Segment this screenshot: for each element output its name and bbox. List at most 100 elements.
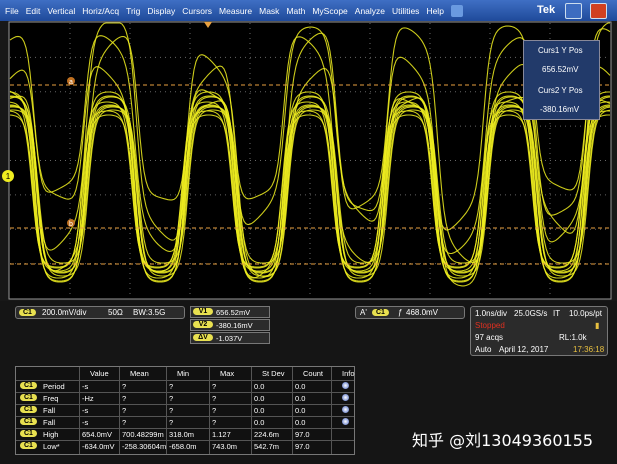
col-line: [79, 367, 80, 454]
cursor-marker: [67, 77, 75, 85]
row-line: [16, 416, 354, 417]
cursor-label: ΔV: [193, 334, 213, 341]
cursor-readout: Curs1 Y Pos 656.52mV Curs2 Y Pos -380.16…: [523, 40, 600, 120]
menu-item[interactable]: Display: [147, 5, 176, 16]
cell: 743.0m: [212, 442, 238, 451]
state: Stopped: [475, 321, 505, 330]
menu-item[interactable]: Mask: [259, 5, 280, 16]
menu-item[interactable]: Utilities: [392, 5, 420, 16]
info-icon: [342, 382, 349, 389]
label: Curs2 Y Pos: [538, 86, 583, 95]
cell: 0.0: [295, 394, 306, 403]
waveform: [9, 110, 611, 268]
watermark: 知乎 @刘13049360155: [412, 431, 594, 450]
cell: -Hz: [82, 394, 94, 403]
cell: -s: [82, 406, 89, 415]
value: 656.52mV: [542, 65, 579, 74]
cursor-value: 656.52mV: [216, 308, 251, 317]
cell: 0.0: [295, 418, 306, 427]
source-badge: C1: [20, 418, 37, 425]
cell: 0.0: [295, 406, 306, 415]
menu-item[interactable]: Cursors: [182, 5, 213, 16]
menu-item[interactable]: Vertical: [47, 5, 76, 16]
row-line: [16, 428, 354, 429]
channel-marker-label: 1: [6, 172, 11, 181]
acqs: 97 acqs: [475, 333, 504, 342]
col-line: [331, 367, 332, 454]
trigger-mode: A': [360, 308, 367, 317]
cell: 0.0: [254, 382, 265, 391]
cell: 700.48299m: [122, 430, 164, 439]
bandwidth: BW:3.5G: [133, 308, 166, 317]
cell: 0.0: [254, 418, 265, 427]
menu-item[interactable]: Measure: [219, 5, 253, 16]
column-header: Count: [303, 369, 324, 378]
waveform: [9, 22, 610, 278]
scale: 200.0mV/div: [42, 308, 87, 317]
close-button[interactable]: [590, 3, 607, 19]
trigger-mode: Auto: [475, 345, 492, 354]
cell: 542.7m: [254, 442, 280, 451]
col-line: [119, 367, 120, 454]
resolution: 10.0ps/pt: [569, 309, 602, 318]
waveform: [9, 114, 610, 272]
cell: ?: [212, 406, 217, 415]
cell: ?: [212, 418, 217, 427]
cell: 0.0: [254, 394, 265, 403]
dropdown-button[interactable]: [450, 4, 463, 17]
measure-name: Low*: [43, 442, 60, 451]
impedance: 50Ω: [108, 308, 123, 317]
measure-name: High: [43, 430, 59, 439]
measurement-table: Value Mean Min Max St Dev Count Info C1 Period -s…: [15, 366, 355, 455]
info-icon: [342, 418, 349, 425]
cell: -s: [82, 382, 89, 391]
value: -380.16mV: [540, 105, 580, 114]
minimize-button[interactable]: [565, 3, 582, 19]
channel-box: C1 200.0mV/div 50Ω BW:3.5G: [15, 306, 185, 319]
cursor-label: V1: [193, 308, 213, 315]
measure-name: Fall: [43, 406, 56, 415]
trigger-source: C1: [372, 309, 389, 316]
column-header: Mean: [130, 369, 149, 378]
cursor-value: -1.037V: [216, 334, 243, 343]
cell: 0.0: [295, 382, 306, 391]
column-header: St Dev: [262, 369, 285, 378]
cursor-row: V1 656.52mV: [190, 306, 270, 318]
row-line: [16, 392, 354, 393]
cell: -634.0mV: [82, 442, 115, 451]
row-line: [16, 440, 354, 441]
col-line: [166, 367, 167, 454]
label: Curs1 Y Pos: [538, 46, 583, 55]
menu-item[interactable]: File: [5, 5, 19, 16]
cell: ?: [122, 394, 127, 403]
record-length: RL:1.0k: [559, 333, 587, 342]
menu-item[interactable]: Trig: [126, 5, 141, 16]
cell: 224.6m: [254, 430, 280, 439]
cell: -258.30604m: [122, 442, 167, 451]
trigger-position: [204, 22, 212, 28]
source-badge: C1: [20, 442, 37, 449]
menu-item[interactable]: Analyze: [354, 5, 386, 16]
info-icon: [342, 406, 349, 413]
cell: ?: [122, 418, 127, 427]
menu-item[interactable]: Horiz/Acq: [82, 5, 120, 16]
menu-item[interactable]: Help: [426, 5, 444, 16]
menu-item[interactable]: MyScope: [312, 5, 348, 16]
brand: Tek: [537, 4, 556, 16]
source-badge: C1: [20, 394, 37, 401]
mode: IT: [553, 309, 561, 318]
cursor-marker-label: a: [69, 79, 73, 86]
cursor-marker: [67, 219, 75, 227]
column-header: Max: [220, 369, 235, 378]
cell: ?: [212, 394, 217, 403]
cell: 1.127: [212, 430, 231, 439]
channel-badge: C1: [19, 309, 36, 316]
waveform: [9, 25, 611, 273]
menu-item[interactable]: Math: [286, 5, 306, 16]
cursor-box: V1 656.52mV V2 -380.16mV ΔV -1.037V: [190, 306, 270, 346]
source-badge: C1: [20, 430, 37, 437]
menu-item[interactable]: Edit: [25, 5, 41, 16]
col-line: [292, 367, 293, 454]
measure-name: Freq: [43, 394, 59, 403]
